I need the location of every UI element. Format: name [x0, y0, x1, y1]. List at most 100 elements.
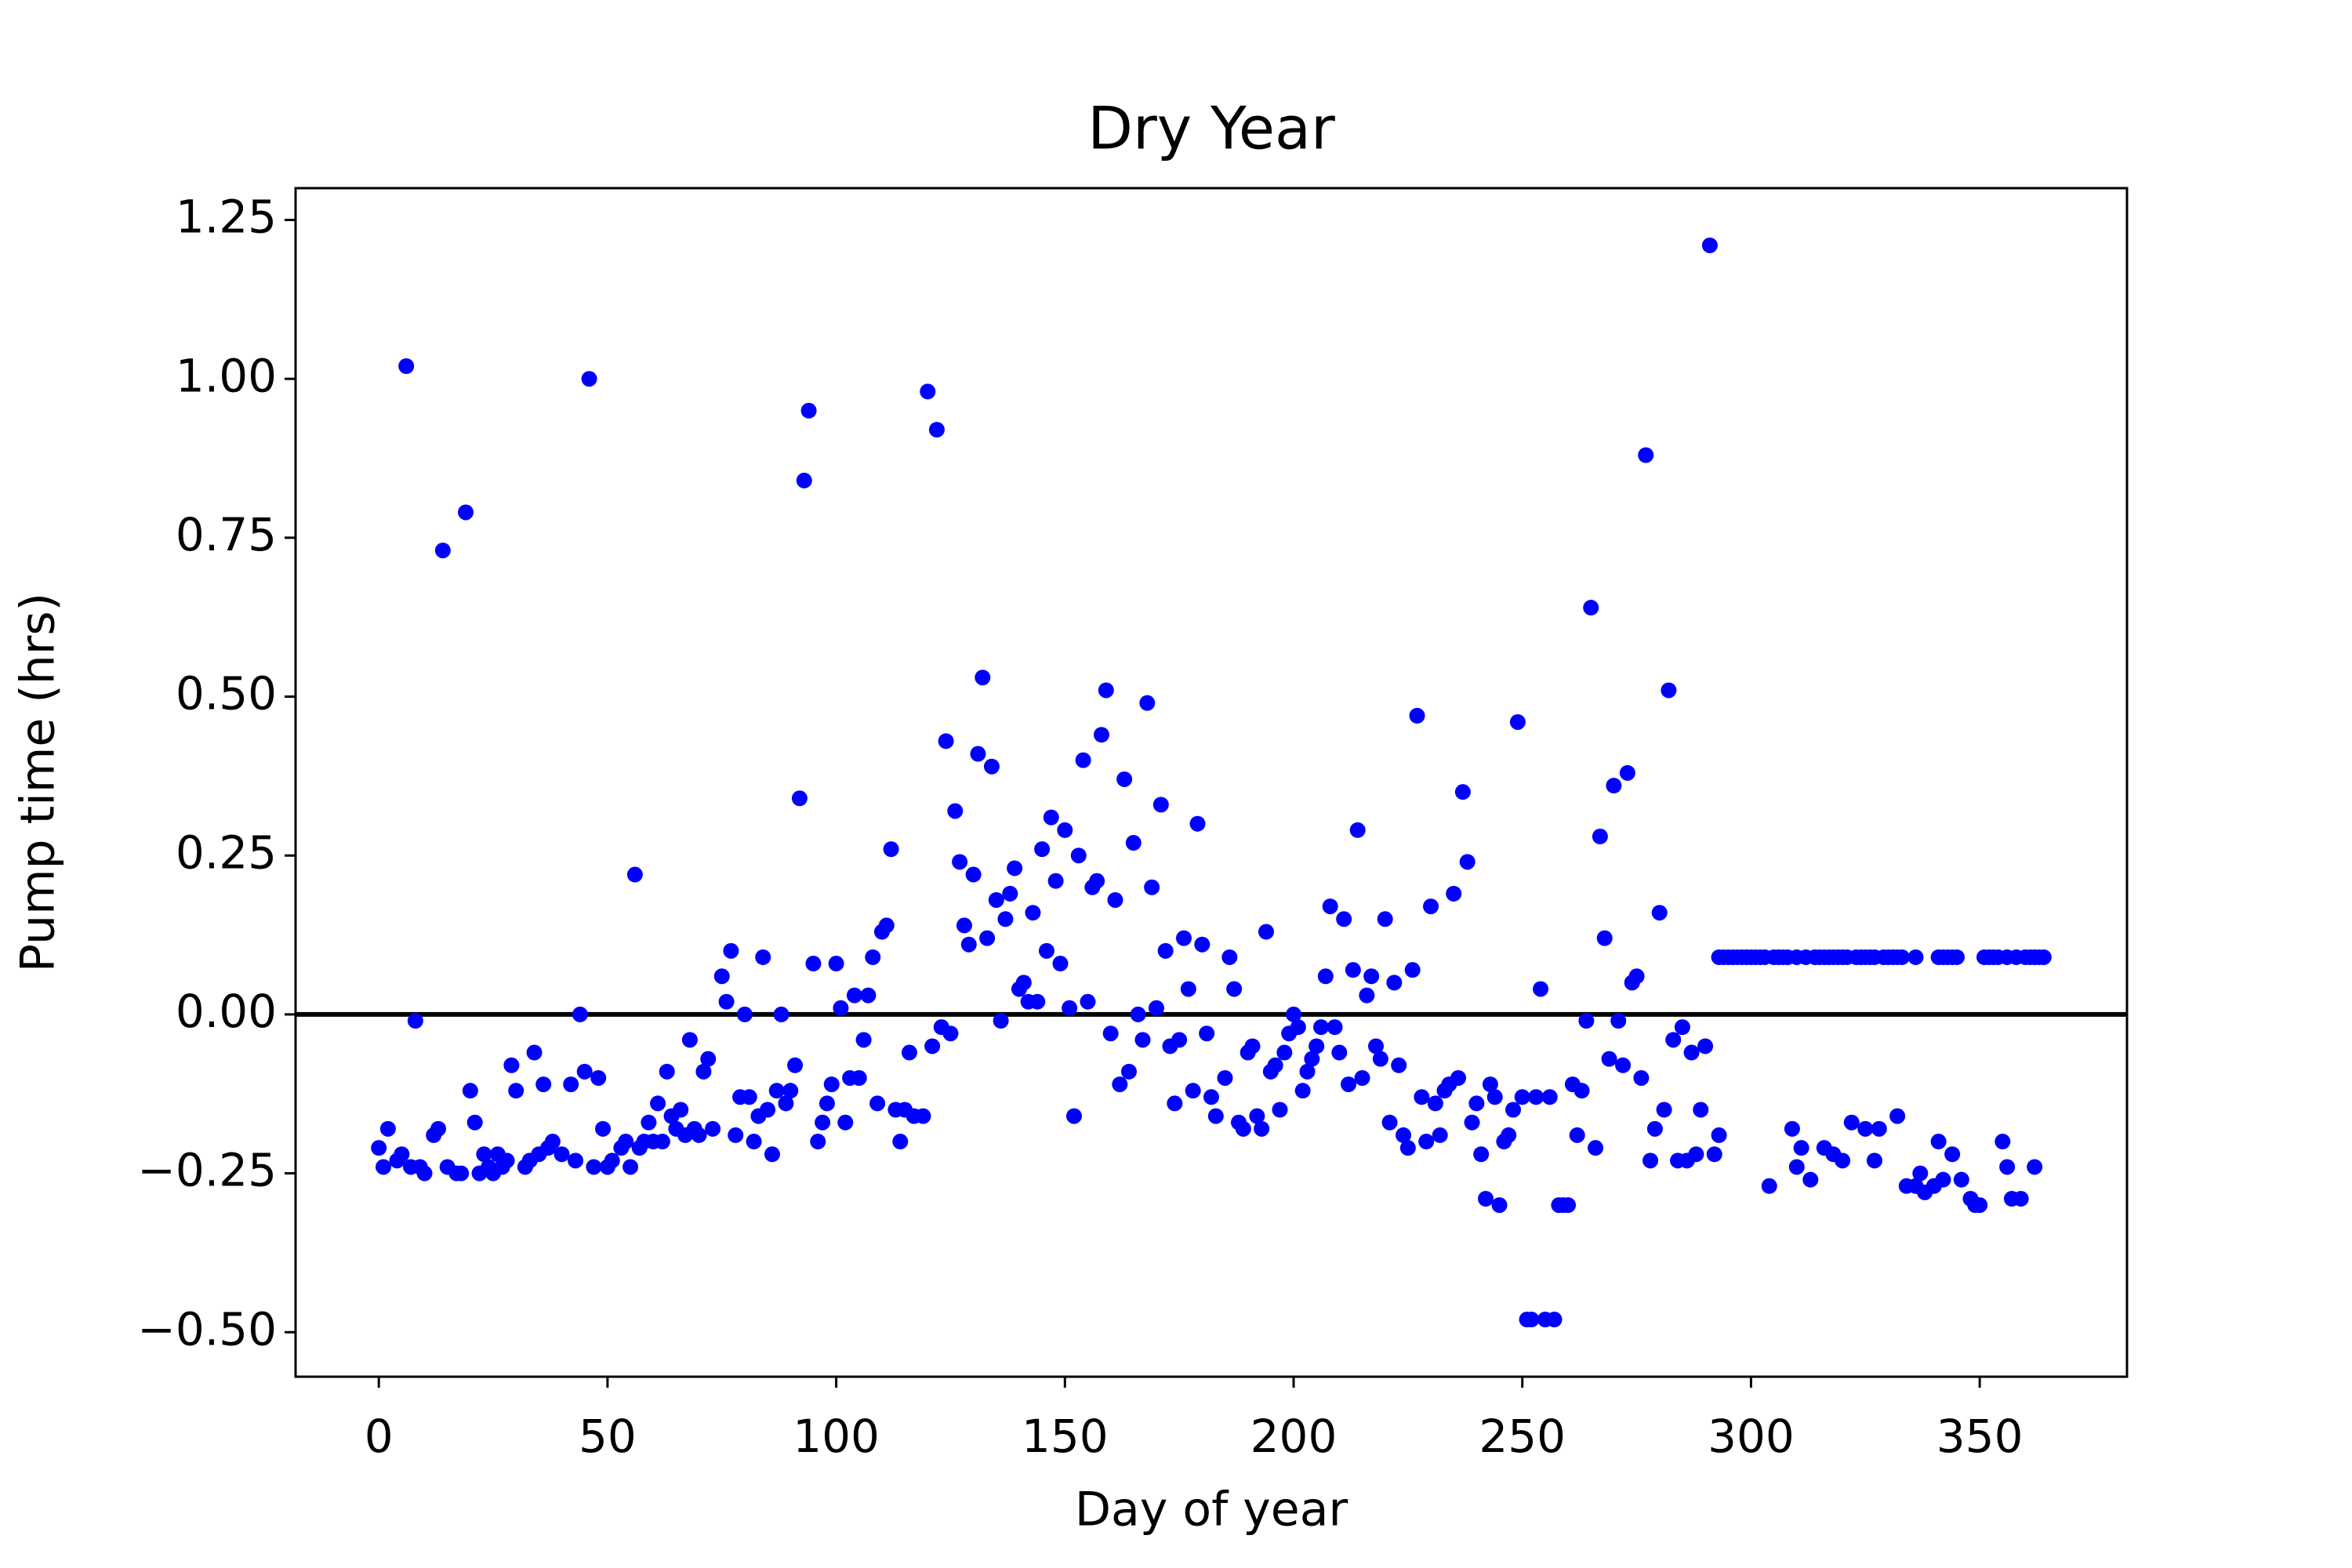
data-point	[1354, 1069, 1370, 1086]
data-point	[604, 1152, 620, 1169]
data-point	[1029, 993, 1046, 1010]
data-point	[466, 1114, 483, 1131]
data-point	[1007, 860, 1023, 877]
data-point	[1893, 949, 1910, 965]
data-point	[1130, 1006, 1146, 1022]
data-point	[695, 1063, 712, 1080]
data-point	[1486, 1089, 1503, 1105]
data-point	[1331, 1044, 1348, 1061]
data-point	[398, 358, 415, 374]
data-point	[1646, 1120, 1663, 1137]
data-point	[755, 949, 771, 965]
data-point	[1349, 822, 1366, 838]
data-point	[1793, 1140, 1809, 1156]
data-point	[1464, 1114, 1480, 1131]
data-point	[1244, 1038, 1261, 1054]
data-point	[1377, 911, 1393, 927]
data-point	[1112, 1076, 1128, 1093]
data-point	[1093, 727, 1109, 743]
data-point	[641, 1114, 657, 1131]
x-tick-label: 50	[579, 1410, 637, 1463]
data-point	[1299, 1063, 1316, 1080]
x-tick-label: 100	[793, 1410, 880, 1463]
data-point	[622, 1159, 639, 1175]
data-point	[1025, 905, 1041, 921]
data-point	[554, 1146, 570, 1163]
data-point	[526, 1044, 543, 1061]
data-point	[1414, 1089, 1430, 1105]
data-point	[1171, 1032, 1188, 1048]
data-point	[1134, 1032, 1151, 1048]
data-point	[462, 1083, 478, 1099]
data-point	[920, 383, 936, 400]
data-point	[901, 1044, 917, 1061]
data-point	[1688, 1146, 1704, 1163]
data-point	[1701, 237, 1718, 253]
data-point	[1482, 1076, 1498, 1093]
data-point	[736, 1006, 753, 1022]
data-point	[983, 758, 1000, 775]
y-tick-label: −0.25	[137, 1144, 277, 1197]
data-point	[379, 1120, 396, 1137]
data-point	[1294, 1083, 1311, 1099]
data-point	[590, 1069, 607, 1086]
data-point	[1107, 891, 1123, 908]
data-point	[718, 993, 735, 1010]
x-tick-label: 200	[1250, 1410, 1338, 1463]
data-point	[1267, 1057, 1283, 1073]
data-point	[1308, 1038, 1325, 1054]
data-point	[1221, 949, 1238, 965]
y-tick-label: 1.00	[176, 349, 277, 402]
data-point	[741, 1089, 757, 1105]
x-tick-label: 250	[1479, 1410, 1566, 1463]
data-point	[942, 1025, 959, 1042]
data-point	[1501, 1127, 1517, 1143]
x-tick-label: 0	[365, 1410, 394, 1463]
data-point	[1327, 1019, 1343, 1036]
data-point	[1468, 1095, 1485, 1112]
data-point	[960, 936, 977, 953]
data-point	[928, 422, 945, 438]
data-point	[1972, 1197, 1988, 1214]
data-point	[1541, 1089, 1558, 1105]
data-point	[1148, 1000, 1164, 1016]
data-point	[691, 1127, 707, 1143]
data-point	[1249, 1108, 1265, 1124]
data-point	[1052, 956, 1069, 972]
data-point	[1381, 1114, 1398, 1131]
data-point	[1368, 1038, 1385, 1054]
data-point	[1276, 1044, 1293, 1061]
data-point	[595, 1120, 612, 1137]
data-point	[376, 1159, 392, 1175]
data-point	[1835, 1152, 1851, 1169]
data-point	[1889, 1108, 1906, 1124]
data-point	[1912, 1165, 1929, 1181]
data-point	[1254, 1120, 1270, 1137]
data-point	[997, 911, 1014, 927]
data-point	[1015, 975, 1032, 991]
data-point	[1948, 949, 1965, 965]
data-point	[1363, 968, 1380, 985]
data-point	[626, 866, 643, 883]
data-point	[1057, 822, 1073, 838]
data-point	[952, 854, 968, 870]
data-point	[1207, 1108, 1224, 1124]
data-point	[1619, 764, 1635, 781]
data-point	[1391, 1057, 1407, 1073]
y-tick-label: 0.00	[176, 985, 277, 1038]
data-point	[535, 1076, 552, 1093]
data-point	[1588, 1140, 1604, 1156]
data-point	[1784, 1120, 1800, 1137]
data-point	[764, 1146, 780, 1163]
data-point	[1396, 1127, 1412, 1143]
data-point	[1341, 1076, 1357, 1093]
data-point	[705, 1120, 721, 1137]
data-point	[2035, 949, 2052, 965]
data-point	[1656, 1102, 1672, 1118]
data-point	[2013, 1191, 2029, 1207]
data-point	[1226, 981, 1243, 997]
data-point	[915, 1108, 931, 1124]
data-point	[892, 1134, 909, 1150]
data-point	[1944, 1146, 1961, 1163]
